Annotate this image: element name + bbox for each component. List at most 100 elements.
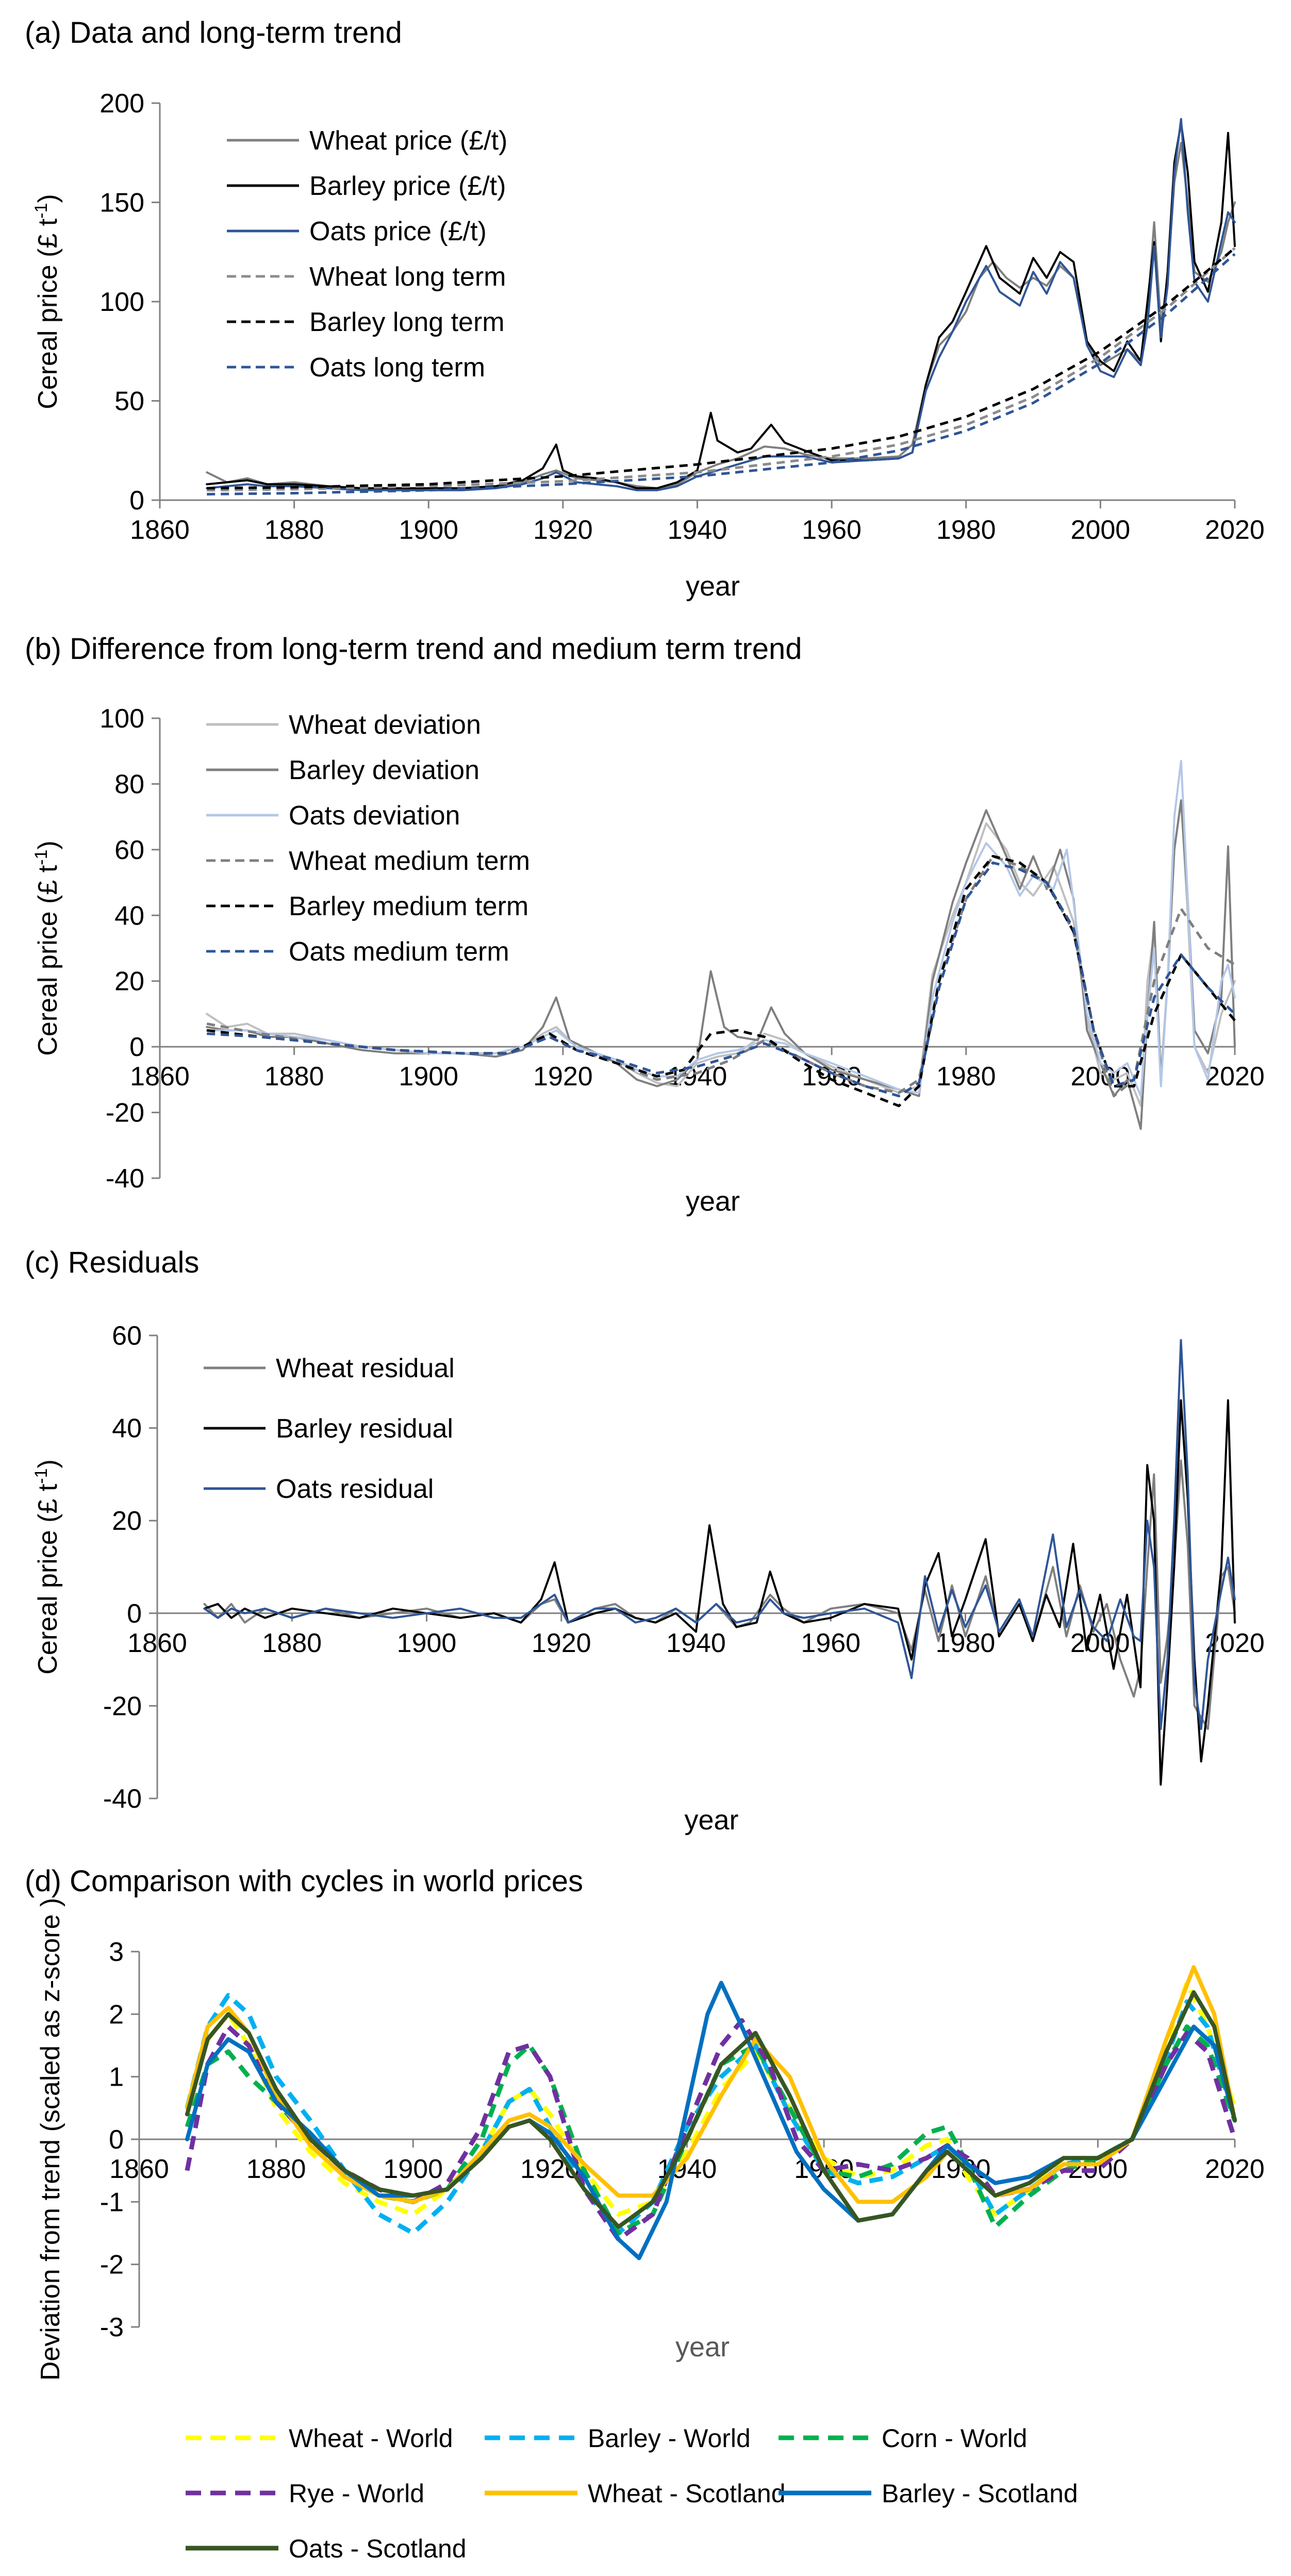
legend-label-oats-scotland: Oats - Scotland [289, 2534, 467, 2563]
x-tick-label: 1880 [264, 1062, 324, 1092]
y-axis-label: Deviation from trend (scaled as z-score … [36, 1898, 65, 2381]
legend-label-barley-residual: Barley residual [276, 1414, 453, 1444]
x-axis-label: year [686, 1186, 740, 1217]
y-tick-label: 100 [100, 287, 144, 317]
x-tick-label: 1900 [383, 2154, 443, 2184]
x-tick-label: 1860 [130, 515, 190, 545]
x-tick-label: 1900 [399, 515, 458, 545]
series-line-barley-residual [203, 1399, 1236, 1786]
legend-label-barley-long-term: Barley long term [309, 307, 505, 337]
x-tick-label: 1920 [533, 1062, 593, 1092]
y-tick-label: 80 [114, 769, 144, 799]
x-axis-label: year [684, 1805, 738, 1836]
y-axis-label: Cereal price (£ t-1) [31, 840, 63, 1055]
y-tick-label: 150 [100, 188, 144, 218]
x-tick-label: 1940 [668, 515, 727, 545]
y-tick-label: -20 [106, 1098, 144, 1128]
x-tick-label: 1920 [532, 1628, 591, 1658]
y-tick-label: 0 [109, 2125, 124, 2155]
series-line-wheat-scotland [185, 1965, 1237, 2204]
x-tick-label: 2020 [1205, 1062, 1265, 1092]
x-tick-label: 1860 [127, 1628, 187, 1658]
legend-c: Wheat residual Barley residual Oats residu… [204, 1353, 455, 1504]
x-tick-label: 1860 [130, 1062, 190, 1092]
legend-b: Wheat deviation Barley deviation Oats devi… [206, 710, 530, 967]
legend-a: Wheat price (£/t) Barley price (£/t) Oats … [227, 126, 507, 383]
x-tick-label: 1960 [802, 515, 862, 545]
y-tick-label: 0 [129, 486, 144, 516]
x-axis-label: year [675, 2332, 730, 2363]
series-line-wheat-medium-term [206, 855, 1236, 1098]
panel-title-a: (a) Data and long-term trend [25, 16, 402, 49]
y-tick-label: 40 [114, 901, 144, 931]
x-axis-label: year [686, 571, 740, 602]
legend-d: Wheat - World Barley - World Corn - World R… [186, 2424, 1078, 2563]
y-tick-label: 0 [127, 1599, 142, 1629]
panel-title-b: (b) Difference from long-term trend and … [25, 632, 802, 666]
legend-label-barley-scotland: Barley - Scotland [882, 2479, 1078, 2508]
legend-label-oats-price-t: Oats price (£/t) [309, 217, 487, 246]
legend-label-oats-residual: Oats residual [276, 1474, 434, 1504]
y-tick-label: -3 [100, 2313, 124, 2342]
legend-label-corn-world: Corn - World [882, 2424, 1027, 2453]
x-tick-label: 1880 [262, 1628, 322, 1658]
y-tick-label: 1 [109, 2062, 124, 2092]
y-tick-label: -40 [106, 1164, 144, 1194]
legend-label-wheat-long-term: Wheat long term [309, 262, 506, 292]
y-tick-label: 20 [114, 967, 144, 997]
legend-label-barley-deviation: Barley deviation [289, 755, 479, 785]
y-tick-label: 2 [109, 2000, 124, 2029]
y-tick-label: -20 [103, 1691, 142, 1721]
legend-label-oats-long-term: Oats long term [309, 353, 485, 383]
y-tick-label: 0 [129, 1032, 144, 1062]
legend-label-wheat-residual: Wheat residual [276, 1353, 455, 1383]
x-tick-label: 2020 [1205, 515, 1265, 545]
legend-label-wheat-price-t: Wheat price (£/t) [309, 126, 507, 156]
y-axis-label: Cereal price (£ t-1) [31, 194, 63, 409]
legend-label-oats-medium-term: Oats medium term [289, 937, 509, 967]
series-line-barley-long-term [207, 247, 1236, 490]
y-tick-label: 100 [100, 704, 144, 734]
x-tick-label: 1900 [397, 1628, 457, 1658]
legend-label-barley-price-t: Barley price (£/t) [309, 171, 506, 201]
series-line-wheat-long-term [207, 247, 1236, 492]
panel-a: 0 50 100 150 200 1860 1880 1900 1920 1940 1960 1980… [31, 89, 1265, 602]
x-tick-label: 1960 [801, 1628, 860, 1658]
y-tick-label: 40 [112, 1414, 142, 1444]
y-tick-label: 20 [112, 1506, 142, 1536]
y-tick-label: -40 [103, 1784, 142, 1814]
legend-label-rye-world: Rye - World [289, 2479, 424, 2508]
x-tick-label: 1860 [109, 2154, 169, 2184]
legend-label-barley-medium-term: Barley medium term [289, 891, 528, 921]
panel-title-c: (c) Residuals [25, 1246, 200, 1279]
x-tick-label: 1940 [666, 1628, 726, 1658]
y-tick-label: 60 [114, 835, 144, 865]
x-tick-label: 1980 [936, 1062, 996, 1092]
y-axis-label: Cereal price (£ t-1) [31, 1459, 63, 1674]
x-tick-label: 1920 [533, 515, 593, 545]
y-tick-label: 50 [114, 387, 144, 417]
legend-label-wheat-deviation: Wheat deviation [289, 710, 481, 740]
y-tick-label: 3 [109, 1937, 124, 1967]
x-tick-label: 2000 [1071, 515, 1131, 545]
series-line-oats-scotland [185, 1990, 1237, 2229]
legend-label-wheat-world: Wheat - World [289, 2424, 453, 2453]
x-tick-label: 1980 [936, 515, 996, 545]
series-line-wheat-world [185, 1980, 1237, 2217]
y-tick-label: 200 [100, 89, 144, 119]
series-line-oats-long-term [207, 253, 1236, 496]
y-tick-label: 60 [112, 1321, 142, 1351]
panel-title-d: (d) Comparison with cycles in world pric… [25, 1864, 583, 1898]
legend-label-wheat-medium-term: Wheat medium term [289, 846, 530, 876]
y-tick-label: -2 [100, 2250, 124, 2280]
x-tick-label: 2020 [1205, 2154, 1265, 2184]
series-line-barley-scotland [185, 1980, 1237, 2260]
series-line-corn-world [185, 2024, 1237, 2236]
legend-label-wheat-scotland: Wheat - Scotland [588, 2479, 786, 2508]
x-tick-label: 1880 [264, 515, 324, 545]
series-line-oats-residual [203, 1339, 1236, 1730]
